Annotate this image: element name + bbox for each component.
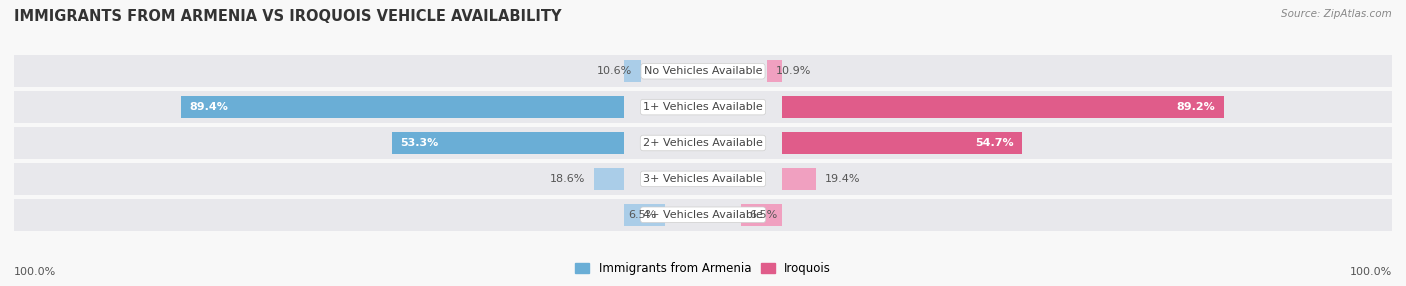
Bar: [14, 91, 1392, 123]
Text: 3+ Vehicles Available: 3+ Vehicles Available: [643, 174, 763, 184]
Bar: [741, 204, 782, 226]
Bar: [595, 168, 624, 190]
Bar: [14, 55, 1392, 87]
Text: 4+ Vehicles Available: 4+ Vehicles Available: [643, 210, 763, 220]
Text: 10.9%: 10.9%: [775, 66, 811, 76]
Bar: [14, 199, 1392, 231]
Bar: [181, 96, 624, 118]
Bar: [14, 163, 1392, 195]
Text: 89.4%: 89.4%: [190, 102, 229, 112]
Text: 2+ Vehicles Available: 2+ Vehicles Available: [643, 138, 763, 148]
Bar: [624, 60, 641, 82]
Text: 89.2%: 89.2%: [1177, 102, 1215, 112]
Text: 1+ Vehicles Available: 1+ Vehicles Available: [643, 102, 763, 112]
Bar: [782, 132, 1022, 154]
Legend: Immigrants from Armenia, Iroquois: Immigrants from Armenia, Iroquois: [571, 257, 835, 280]
Text: 19.4%: 19.4%: [825, 174, 860, 184]
Text: 18.6%: 18.6%: [550, 174, 586, 184]
Text: 100.0%: 100.0%: [14, 267, 56, 277]
Text: 53.3%: 53.3%: [401, 138, 439, 148]
Text: 100.0%: 100.0%: [1350, 267, 1392, 277]
Text: 10.6%: 10.6%: [598, 66, 633, 76]
Bar: [392, 132, 624, 154]
Text: No Vehicles Available: No Vehicles Available: [644, 66, 762, 76]
Bar: [14, 127, 1392, 159]
Bar: [624, 204, 665, 226]
Text: 6.5%: 6.5%: [749, 210, 778, 220]
Text: Source: ZipAtlas.com: Source: ZipAtlas.com: [1281, 9, 1392, 19]
Bar: [766, 60, 782, 82]
Text: 54.7%: 54.7%: [974, 138, 1014, 148]
Bar: [782, 96, 1223, 118]
Bar: [782, 168, 817, 190]
Text: IMMIGRANTS FROM ARMENIA VS IROQUOIS VEHICLE AVAILABILITY: IMMIGRANTS FROM ARMENIA VS IROQUOIS VEHI…: [14, 9, 561, 23]
Text: 6.5%: 6.5%: [628, 210, 657, 220]
